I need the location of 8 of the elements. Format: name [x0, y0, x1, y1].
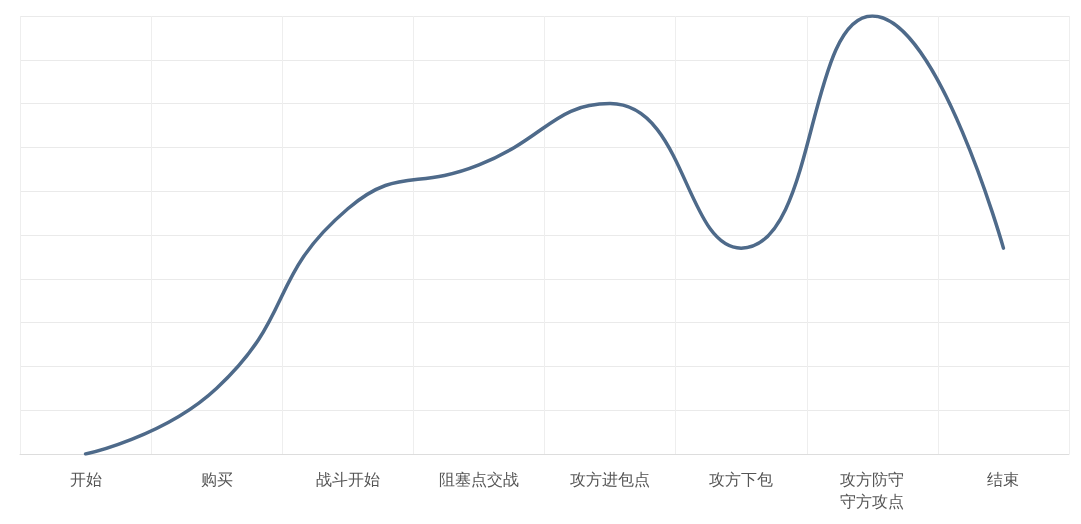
x-tick-label: 攻方下包: [709, 469, 774, 489]
x-tick-label: 阻塞点交战: [438, 469, 519, 489]
x-tick-label: 攻方防守守方攻点: [840, 469, 905, 511]
x-tick-label: 结束: [987, 469, 1020, 489]
x-tick-label: 购买: [200, 469, 233, 489]
x-tick-label: 战斗开始: [315, 469, 380, 489]
x-tick-label: 开始: [69, 469, 102, 489]
x-tick-label: 攻方进包点: [570, 469, 651, 489]
